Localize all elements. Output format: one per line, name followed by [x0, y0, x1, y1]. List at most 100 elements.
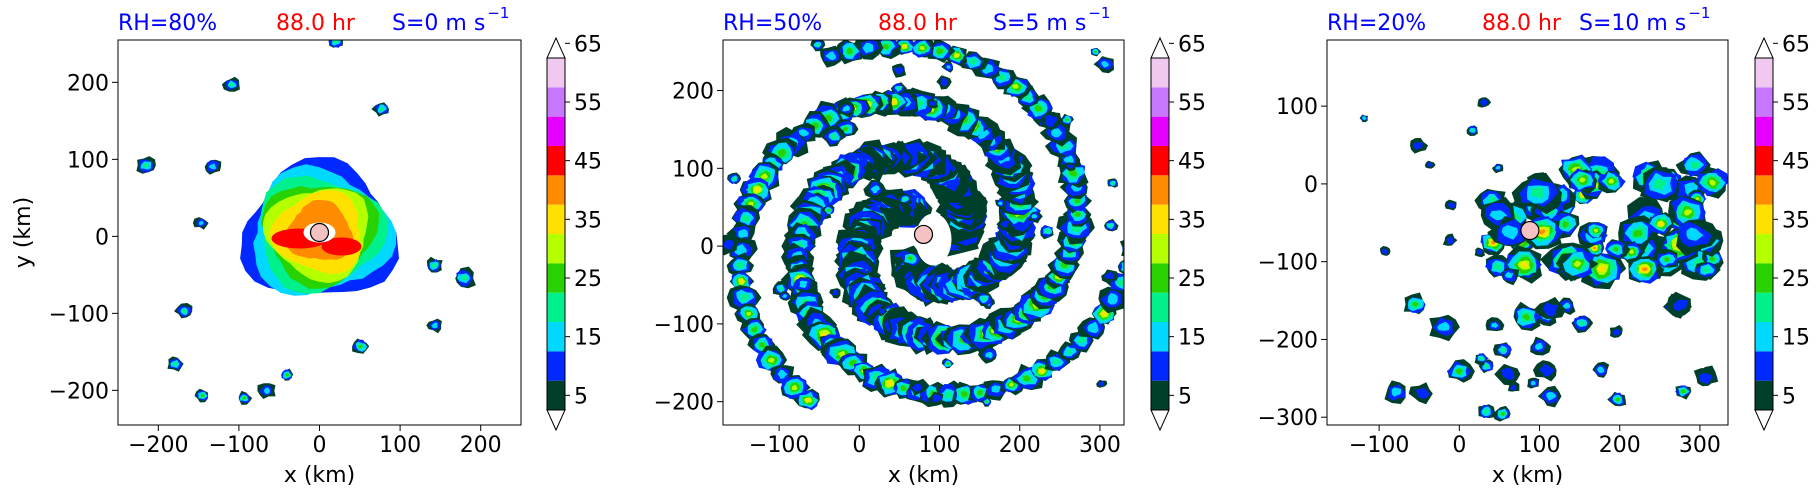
colorbar-segment [547, 87, 565, 117]
colorbar-tick-label: 5 [1782, 384, 1796, 409]
title-time: 88.0 hr [1482, 11, 1562, 36]
colorbar-segment [1755, 58, 1773, 88]
colorbar-tick-label: 25 [574, 267, 602, 292]
spiral-band-cell-level-4 [935, 47, 944, 55]
spiral-band-cell-level-6 [902, 44, 907, 48]
colorbar-segment [547, 322, 565, 352]
outer-cell-level-3 [1579, 320, 1585, 326]
y-tick-label: 0 [700, 235, 714, 260]
scattered-cell-level-1 [1382, 248, 1389, 255]
outer-cell-level-4 [1412, 302, 1419, 307]
scattered-cell-level-3 [815, 43, 820, 47]
x-tick-label: 200 [460, 433, 502, 458]
convective-cell-level-2 [1501, 225, 1519, 240]
y-tick-label: 0 [1304, 173, 1318, 198]
convective-cell-level-5 [1629, 249, 1634, 254]
spiral-band-cell-level-4 [751, 326, 758, 333]
scattered-cell-level-3 [1111, 181, 1115, 185]
convective-cell-level-4 [1613, 247, 1619, 252]
convective-cell-level-2 [1686, 227, 1704, 241]
colorbar-segment [547, 146, 565, 176]
spiral-band-cell-level-4 [1074, 211, 1081, 217]
outer-cell-level-4 [200, 394, 205, 398]
spiral-band-cell-level-3 [1077, 336, 1087, 344]
colorbar: 5 15 25 35 45 55 65 [1754, 32, 1810, 432]
title-rh: RH=50% [723, 11, 822, 36]
title-time: 88.0 hr [878, 11, 958, 36]
outer-cell-level-1 [1538, 363, 1555, 377]
colorbar-tick-label: 65 [1178, 32, 1206, 57]
colorbar-segment [547, 380, 565, 410]
outer-cell-level-4 [242, 396, 246, 400]
storm-center-marker [1520, 220, 1540, 241]
spiral-band-cell-level-4 [1023, 375, 1031, 382]
convective-cell-level-4 [1709, 256, 1715, 261]
colorbar-extend-max [546, 36, 566, 59]
spiral-band-cell-level-3 [1066, 348, 1073, 355]
storm-center-marker [309, 222, 330, 243]
spiral-band-cell-level-3 [1116, 279, 1124, 286]
outer-cell-level-4 [1615, 397, 1621, 402]
spiral-band-cell-level-4 [977, 389, 983, 396]
outer-cell-level-2 [1437, 321, 1450, 331]
scattered-cell-level-2 [1101, 60, 1109, 68]
panel-1: −200 −100 0 100 200 −200 −100 0 100 200 x (km) y (k… [11, 4, 602, 488]
outer-cell-level-3 [1500, 347, 1506, 353]
outer-cell-level-4 [1500, 411, 1505, 416]
colorbar-segment [547, 116, 565, 146]
outer-cell-level-3 [332, 40, 339, 44]
scattered-cell-level-1 [1479, 98, 1488, 106]
convective-cell-level-5 [1709, 179, 1716, 186]
convective-cell-level-5 [1683, 209, 1693, 216]
outer-cell-level-2 [199, 220, 204, 226]
colorbar: 5 15 25 35 45 55 65 [1150, 32, 1206, 432]
spiral-band-cell-level-1 [1122, 243, 1124, 254]
title-shear: S=10 m s [1579, 11, 1686, 36]
outer-cell-level-2 [1562, 302, 1571, 309]
colorbar-segment [1151, 263, 1169, 293]
scattered-cell-level-4 [985, 400, 988, 403]
spiral-band-cell-level-2 [1050, 128, 1063, 138]
outer-cell-level-4 [285, 373, 290, 377]
colorbar-segment [1755, 263, 1773, 293]
scattered-cell-level-1 [1104, 271, 1115, 279]
outer-cell-level-2 [1535, 342, 1543, 350]
spiral-band-cell-level-2 [1125, 242, 1140, 257]
spiral-band-cell-level-4 [811, 122, 819, 129]
outer-cell-level-3 [1484, 363, 1489, 369]
outer-cell-level-3 [1479, 356, 1484, 361]
colorbar-tick-label: 35 [1782, 208, 1810, 233]
title-shear-exponent: −1 [487, 4, 509, 22]
scattered-cell-level-1 [1044, 114, 1057, 127]
scattered-cell-level-1 [1476, 249, 1483, 255]
outer-cell-level-1 [1672, 299, 1689, 312]
x-tick-label: −100 [1349, 433, 1409, 458]
panel-2: −100 0 100 200 300 −200 −100 0 100 200 x (km) RH=50… [654, 4, 1206, 488]
spiral-band-cell-level-6 [754, 187, 760, 193]
colorbar-segment [547, 58, 565, 88]
convective-cell-level-6 [1521, 261, 1528, 268]
colorbar-segment [1151, 116, 1169, 146]
colorbar-tick-label: 55 [1782, 91, 1810, 116]
spiral-band-cell-level-2 [1063, 155, 1074, 163]
y-tick-label: 100 [67, 148, 109, 173]
x-tick-label: 300 [1079, 433, 1121, 458]
colorbar-tick-label: 45 [1782, 150, 1810, 175]
spiral-band-cell-level-3 [1126, 244, 1138, 255]
axes-frame [1326, 39, 1729, 426]
outer-cell-level-1 [1510, 384, 1517, 391]
spiral-band-cell-level-6 [1101, 311, 1107, 316]
convective-cell-level-6 [1658, 221, 1664, 226]
colorbar-extend-max [1150, 36, 1170, 59]
colorbar-tick-label: 25 [1782, 267, 1810, 292]
convective-cell-level-5 [1608, 178, 1614, 184]
x-tick-label: −100 [749, 433, 809, 458]
colorbar-tick-label: 45 [574, 150, 602, 175]
y-tick-label: 200 [67, 71, 109, 96]
colorbar-tick-label: 15 [1178, 326, 1206, 351]
convective-cell-level-6 [1597, 265, 1606, 273]
scattered-cell-level-2 [870, 185, 880, 194]
scattered-cell-level-1 [912, 383, 923, 392]
outer-cell-level-1 [1612, 328, 1622, 336]
